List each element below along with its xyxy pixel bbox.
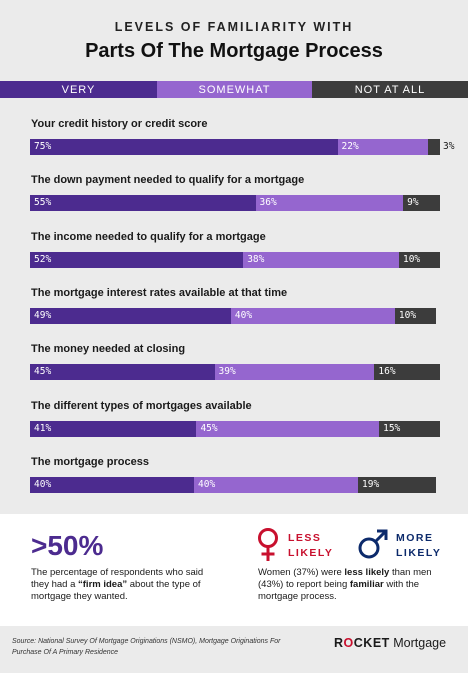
bar-value-label: 15% [383, 422, 401, 434]
bar-value-label: 9% [407, 197, 419, 209]
bar-value-label: 10% [402, 253, 421, 265]
row-label: The income needed to qualify for a mortg… [31, 230, 266, 243]
stacked-bar: 75% 22% [30, 139, 440, 155]
row-label: The money needed at closing [31, 343, 186, 356]
bar-segment: 40% [194, 476, 358, 493]
stacked-bar: 52% 38% 10% [30, 251, 440, 268]
bar-segment: 45% [196, 420, 380, 437]
bar-value-label: 75% [34, 141, 52, 152]
bar-segment: 52% [30, 251, 244, 268]
bar-segment: 40% [230, 307, 395, 324]
legend: VERY SOMEWHAT NOT AT ALL [0, 81, 468, 98]
men-label-line2: LIKELY [396, 547, 442, 559]
bar-value-label: 36% [259, 197, 277, 209]
bar-segment: 10% [398, 251, 440, 268]
bar-segment: 39% [214, 364, 375, 381]
bar-segment: 75% [30, 139, 338, 155]
bar-segment: 22% [337, 139, 428, 155]
bar-value-label: 3% [443, 141, 455, 152]
bar-value-label: 55% [34, 197, 52, 209]
bar-segment: 49% [30, 307, 231, 324]
female-symbol-icon [258, 528, 278, 561]
bar-value-label: 10% [398, 309, 417, 321]
bar-value-label: 22% [341, 141, 359, 152]
stat-text-a: The percentage of respondents who said t… [31, 567, 204, 590]
men-label-line1: MORE [396, 532, 434, 544]
row-label: The down payment needed to qualify for a… [31, 174, 305, 187]
women-label-line2: LIKELY [288, 547, 334, 559]
gender-text-3: with the mortgage process. [258, 579, 420, 602]
male-symbol-icon [358, 529, 388, 559]
gender-description: Women (37%) were less likely than men (4… [258, 567, 450, 603]
logo-text-mortgage: Mortgage [389, 636, 447, 650]
bar-value-label: 52% [34, 253, 52, 265]
bar-segment: 16% [374, 364, 440, 381]
bar-segment: 10% [394, 307, 436, 324]
bar-segment: 19% [358, 476, 436, 493]
stat-text-b: about the type of mortgage they wanted. [31, 579, 201, 602]
bar-segment: 55% [30, 195, 256, 212]
women-likelihood-label: LESS LIKELY [288, 531, 333, 561]
row-label: The different types of mortgages availab… [31, 399, 252, 412]
gender-text-1: Women (37%) were [258, 567, 345, 578]
stat-text-bold: “firm idea” [78, 579, 128, 590]
bar-value-label: 39% [218, 366, 236, 378]
gender-text-bold-1: less likely [344, 567, 390, 578]
bar-segment: 40% [30, 476, 194, 493]
bar-segment: 9% [403, 195, 440, 212]
bar-value-label: 19% [362, 478, 380, 490]
bar-value-label: 40% [198, 478, 216, 490]
bar-value-label: 49% [34, 309, 52, 321]
stacked-bar: 41% 45% 15% [30, 420, 440, 437]
row-label: The mortgage process [31, 455, 149, 468]
bar-value-label: 38% [247, 253, 265, 265]
bar-value-label: 40% [34, 478, 52, 490]
logo-text-r: R [334, 636, 344, 650]
logo-text-o: O [343, 636, 354, 650]
stacked-bar: 55% 36% 9% [30, 195, 440, 212]
source-note: Source: National Survey Of Mortgage Orig… [12, 638, 281, 656]
chart-title: Parts Of The Mortgage Process [85, 40, 383, 62]
stacked-bar: 45% 39% 16% [30, 364, 440, 381]
bar-segment [427, 139, 440, 155]
bar-segment: 38% [243, 251, 399, 268]
bar-value-label: 45% [200, 422, 218, 434]
bar-value-label: 16% [378, 366, 396, 378]
logo-text-cket: CKET [353, 636, 390, 650]
bar-value-label: 41% [34, 422, 52, 434]
bar-value-label: 45% [34, 366, 52, 378]
men-likelihood-label: MORE LIKELY [396, 531, 441, 561]
bar-segment: 15% [379, 420, 440, 437]
bar-value-label: 40% [234, 309, 253, 321]
bar-segment: 36% [255, 195, 404, 212]
bar-segment: 45% [30, 364, 215, 381]
row-label: Your credit history or credit score [31, 118, 208, 130]
footer-panel [0, 514, 468, 626]
stat-description: The percentage of respondents who said t… [31, 567, 221, 603]
bar-segment: 41% [30, 420, 197, 437]
row-label: The mortgage interest rates available at… [31, 286, 288, 299]
gender-text-2: than men (43%) to report being [258, 567, 432, 590]
chart-supertitle: LEVELS OF FAMILIARITY WITH [114, 20, 354, 34]
stacked-bar: 49% 40% 10% [30, 307, 440, 324]
stacked-bar: 40% 40% 19% [30, 476, 440, 493]
legend-very: VERY [0, 81, 157, 98]
gender-text-bold-2: familiar [349, 579, 384, 590]
big-stat: >50% [31, 530, 104, 561]
women-label-line1: LESS [288, 532, 322, 544]
legend-not-at-all: NOT AT ALL [312, 81, 468, 98]
legend-somewhat: SOMEWHAT [157, 81, 312, 98]
rocket-mortgage-logo: ROCKET Mortgage [334, 636, 446, 650]
